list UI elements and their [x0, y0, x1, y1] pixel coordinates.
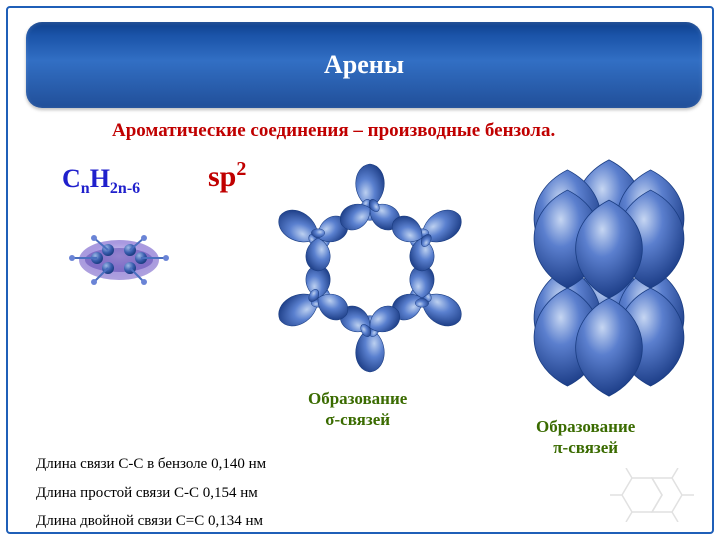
hybridization-label: sp2	[208, 158, 246, 194]
general-formula: CnH2n-6	[62, 164, 140, 198]
molecule-watermark-icon	[602, 468, 698, 522]
bond-length-list: Длина связи С-С в бензоле 0,140 нм Длина…	[36, 450, 266, 536]
sp-sup: 2	[236, 158, 246, 180]
pi-caption-line2: π-связей	[553, 438, 618, 457]
subtitle: Ароматические соединения – производные б…	[112, 120, 555, 142]
sigma-bond-diagram-icon	[260, 158, 480, 378]
bond-length-item: Длина связи С-С в бензоле 0,140 нм	[36, 450, 266, 479]
pi-caption: Образование π-связей	[536, 416, 635, 459]
bond-length-item: Длина двойной связи С=С 0,134 нм	[36, 507, 266, 536]
sigma-caption: Образование σ-связей	[308, 388, 407, 431]
pi-bond-diagram-icon	[504, 148, 714, 408]
sp-base: sp	[208, 160, 236, 193]
slide-title: Арены	[324, 50, 404, 80]
formula-part-h: H	[90, 164, 110, 193]
bond-length-item: Длина простой связи С-С 0,154 нм	[36, 479, 266, 508]
formula-part-c: C	[62, 164, 81, 193]
formula-sub-2n6: 2n-6	[110, 180, 140, 197]
benzene-3d-model-icon	[64, 220, 174, 300]
sigma-caption-line1: Образование	[308, 389, 407, 408]
formula-sub-n: n	[81, 180, 90, 197]
slide-frame: Арены Ароматические соединения – произво…	[6, 6, 714, 534]
slide-header: Арены	[26, 22, 702, 108]
sigma-caption-line2: σ-связей	[325, 410, 390, 429]
pi-caption-line1: Образование	[536, 417, 635, 436]
